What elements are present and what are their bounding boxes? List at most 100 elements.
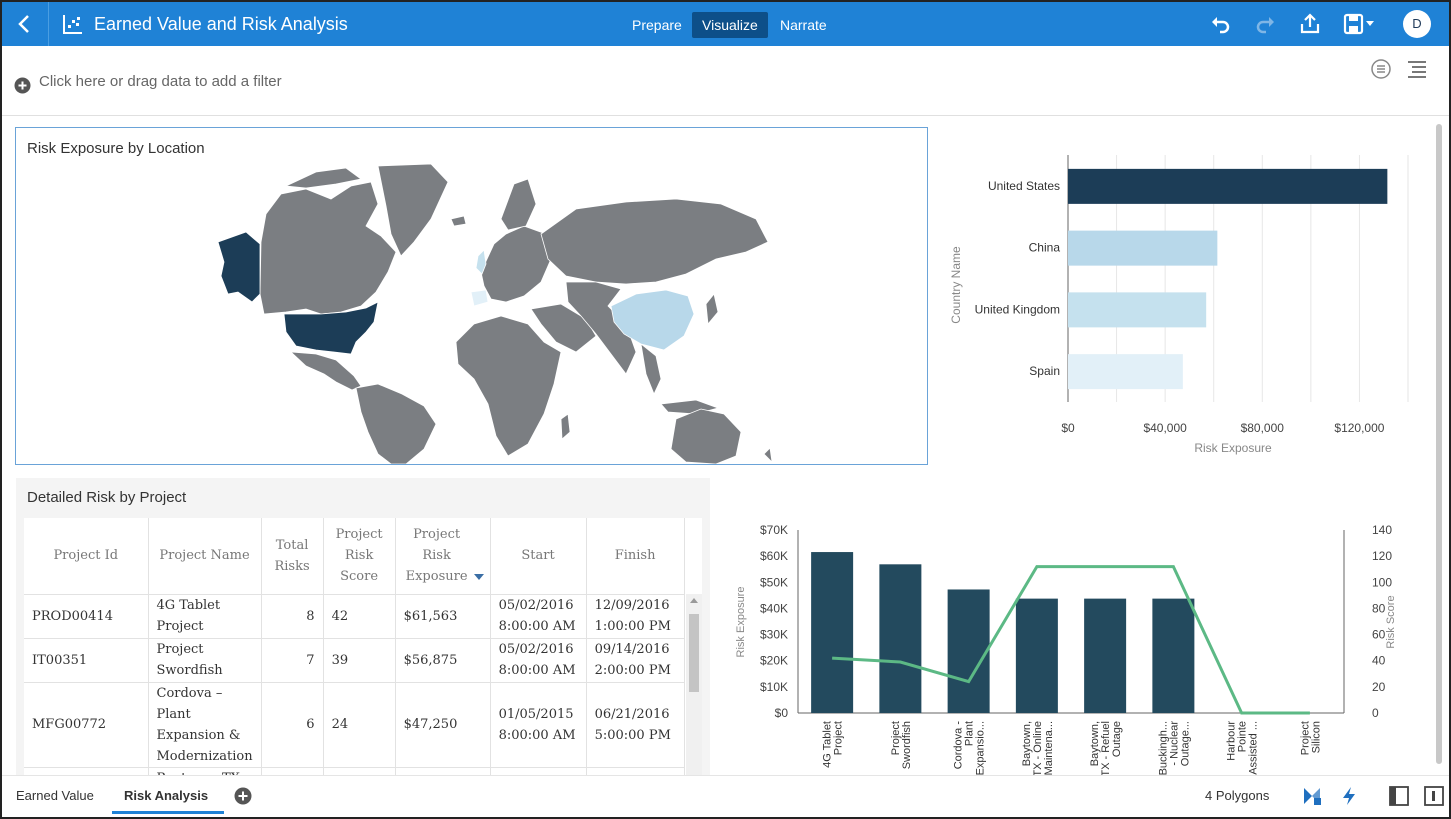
col-finish[interactable]: Finish — [586, 518, 685, 595]
combo-bar[interactable] — [1015, 598, 1058, 713]
col-risk-exposure[interactable]: Project Risk Exposure — [395, 518, 491, 595]
cell-total-risks — [261, 767, 324, 775]
col-risk-score[interactable]: Project Risk Score — [323, 518, 396, 595]
table-scrollbar-thumb[interactable] — [689, 614, 699, 692]
map-country-russia — [540, 198, 769, 285]
map-continent-south-america — [355, 383, 437, 464]
add-filter-icon[interactable] — [14, 77, 31, 94]
sort-desc-icon[interactable] — [473, 573, 484, 580]
bar[interactable] — [1068, 292, 1207, 328]
tab-narrate[interactable]: Narrate — [780, 17, 827, 33]
combo-left-tick: $50K — [760, 575, 788, 589]
status-polygons: 4 Polygons — [1205, 788, 1270, 803]
map-continent-europe — [480, 225, 552, 303]
map-country-japan — [705, 293, 719, 325]
combo-bar[interactable] — [947, 589, 990, 713]
world-map[interactable] — [156, 164, 786, 464]
redo-icon[interactable] — [1254, 12, 1278, 36]
add-canvas-icon[interactable] — [234, 787, 252, 805]
brushing-icon[interactable] — [1301, 785, 1323, 807]
filter-placeholder[interactable]: Click here or drag data to add a filter — [39, 73, 282, 90]
export-icon[interactable] — [1298, 12, 1322, 36]
combo-bar[interactable] — [811, 552, 854, 713]
table-row[interactable]: Baytown, TX — [24, 767, 685, 775]
cell-risk-score: 24 — [323, 682, 396, 768]
tab-risk-analysis[interactable]: Risk Analysis — [124, 788, 209, 803]
cell-project-name: 4G Tablet Project — [148, 594, 262, 639]
menu-icon[interactable] — [1406, 58, 1428, 80]
cell-finish — [586, 767, 685, 775]
combo-category-label-line: 4G Tablet — [822, 721, 834, 768]
bar[interactable] — [1068, 168, 1388, 204]
combo-chart[interactable]: $0 0 $10K 20 $20K 40 $30K 60 $40K 80 $50K 100 $60K 12… — [726, 520, 1406, 775]
combo-category-label-line: TX - Refuel — [1100, 721, 1112, 775]
combo-right-axis-label: Risk Score — [1385, 595, 1397, 648]
combo-bar[interactable] — [1084, 598, 1127, 713]
bar-tick-label: $40,000 — [1143, 421, 1187, 435]
map-panel[interactable]: Risk Exposure by Location — [15, 127, 928, 465]
cell-risk-score: 39 — [323, 638, 396, 683]
combo-left-axis-label: Risk Exposure — [735, 587, 747, 658]
map-country-united-states — [283, 301, 379, 355]
auto-apply-icon[interactable] — [1338, 785, 1360, 807]
combo-left-tick: $0 — [775, 706, 789, 720]
filter-bar: Click here or drag data to add a filter — [2, 46, 1449, 116]
bar[interactable] — [1068, 354, 1183, 390]
combo-category-label-line: Plant — [964, 721, 976, 746]
bar[interactable] — [1068, 230, 1218, 266]
canvas-scrollbar[interactable] — [1434, 120, 1444, 770]
map-country-australia — [670, 408, 742, 464]
combo-category-label: Baytown, TX - Refuel Outage — [1089, 721, 1123, 775]
save-icon[interactable] — [1342, 12, 1376, 36]
map-continent-africa — [455, 315, 562, 457]
col-project-name[interactable]: Project Name — [148, 518, 262, 595]
combo-line-series[interactable] — [832, 565, 1310, 715]
cell-project-name: Cordova – Plant Expansion & Modernizatio… — [148, 682, 262, 768]
table-row[interactable]: MFG00772 Cordova – Plant Expansion & Mod… — [24, 682, 685, 768]
combo-right-tick: 20 — [1372, 680, 1386, 694]
tab-visualize[interactable]: Visualize — [692, 12, 768, 38]
header-divider — [48, 2, 49, 46]
col-project-id[interactable]: Project Id — [24, 518, 149, 595]
scatter-chart-icon — [63, 15, 82, 34]
combo-bar[interactable] — [879, 564, 922, 713]
combo-category-label-line: - Nuclear — [1168, 721, 1180, 766]
col-risk-exposure-label: Project Risk Exposure — [405, 527, 468, 585]
table-row[interactable]: IT00351 Project Swordfish 7 39 $56,875 0… — [24, 638, 685, 683]
canvas-scrollbar-thumb[interactable] — [1436, 124, 1442, 764]
table-row[interactable]: PROD00414 4G Tablet Project 8 42 $61,563… — [24, 594, 685, 639]
col-total-risks[interactable]: Total Risks — [261, 518, 324, 595]
left-panel-icon[interactable] — [1388, 785, 1410, 807]
cell-risk-exposure: $61,563 — [395, 594, 491, 639]
bar-tick-label: $120,000 — [1334, 421, 1384, 435]
right-panel-icon[interactable] — [1423, 785, 1445, 807]
undo-icon[interactable] — [1208, 12, 1232, 36]
combo-left-tick: $10K — [760, 680, 788, 694]
combo-category-label-line: Pointe — [1237, 721, 1249, 752]
tab-prepare[interactable]: Prepare — [632, 17, 682, 33]
scroll-up-icon[interactable] — [690, 598, 698, 603]
cell-finish: 09/14/2016 2:00:00 PM — [586, 638, 685, 683]
combo-category-label-line: Outage — [1111, 721, 1123, 757]
tab-earned-value[interactable]: Earned Value — [16, 788, 94, 803]
combo-left-tick: $20K — [760, 654, 788, 668]
combo-category-label-line: Silicon — [1310, 721, 1322, 753]
cell-start: 05/02/2016 8:00:00 AM — [490, 638, 587, 683]
table-panel[interactable]: Detailed Risk by Project Project Id Proj… — [16, 478, 710, 775]
cell-project-id: PROD00414 — [24, 594, 149, 639]
avatar[interactable]: D — [1403, 10, 1431, 38]
combo-category-label-line: Maintena... — [1043, 721, 1055, 775]
combo-category-label-line: Expansio... — [975, 721, 987, 775]
table-scrollbar[interactable] — [686, 594, 702, 775]
map-country-new-zealand — [763, 447, 773, 464]
back-icon[interactable] — [10, 9, 40, 39]
col-start[interactable]: Start — [490, 518, 587, 595]
bar-chart[interactable]: United States China United Kingdom Spain $0 $… — [940, 140, 1420, 470]
combo-bar[interactable] — [1152, 598, 1195, 713]
table-header-row: Project Id Project Name Total Risks Proj… — [24, 518, 685, 595]
map-region-arctic — [284, 167, 362, 189]
cell-risk-exposure — [395, 767, 491, 775]
map-country-canada — [259, 181, 397, 315]
data-panel-icon[interactable] — [1370, 58, 1392, 80]
table-container: Project Id Project Name Total Risks Proj… — [24, 518, 702, 775]
